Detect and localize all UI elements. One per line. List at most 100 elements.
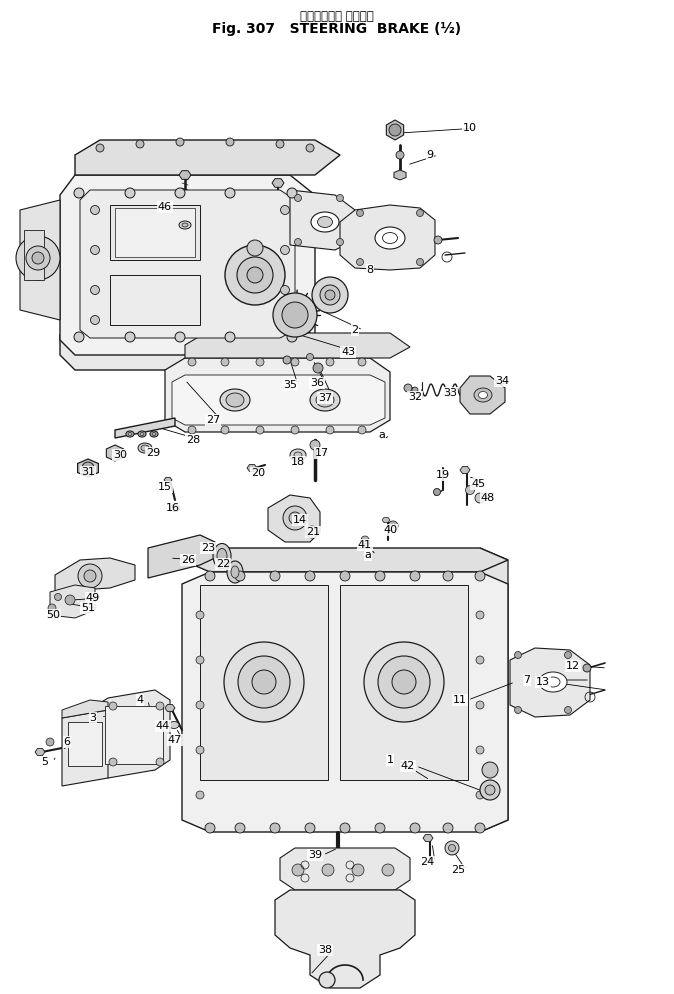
- Circle shape: [310, 440, 320, 450]
- Text: 47: 47: [168, 735, 182, 745]
- Polygon shape: [80, 190, 295, 338]
- Circle shape: [357, 210, 363, 217]
- Polygon shape: [78, 459, 98, 477]
- Circle shape: [196, 791, 204, 799]
- Ellipse shape: [310, 389, 340, 411]
- Text: 32: 32: [408, 392, 422, 402]
- Circle shape: [225, 188, 235, 198]
- Text: 11: 11: [453, 695, 467, 705]
- Circle shape: [306, 144, 314, 152]
- Circle shape: [434, 236, 442, 244]
- Circle shape: [235, 571, 245, 581]
- Circle shape: [280, 206, 290, 215]
- Polygon shape: [50, 585, 95, 618]
- Ellipse shape: [539, 672, 567, 692]
- Circle shape: [225, 245, 285, 305]
- Text: 10: 10: [463, 123, 477, 133]
- Circle shape: [16, 236, 60, 280]
- Text: 2: 2: [351, 325, 359, 335]
- Polygon shape: [179, 171, 191, 179]
- Circle shape: [109, 758, 117, 766]
- Circle shape: [175, 332, 185, 342]
- Circle shape: [270, 571, 280, 581]
- Text: 1: 1: [386, 755, 394, 765]
- Circle shape: [84, 570, 96, 582]
- Polygon shape: [247, 464, 257, 471]
- Polygon shape: [480, 548, 508, 832]
- Text: 43: 43: [341, 347, 355, 357]
- Text: 41: 41: [358, 540, 372, 550]
- Circle shape: [196, 656, 204, 664]
- Ellipse shape: [226, 393, 244, 407]
- Circle shape: [291, 358, 299, 366]
- Circle shape: [256, 358, 264, 366]
- Circle shape: [482, 762, 498, 778]
- Text: 20: 20: [251, 468, 265, 478]
- Circle shape: [225, 332, 235, 342]
- Ellipse shape: [311, 212, 339, 232]
- Circle shape: [109, 702, 117, 710]
- Polygon shape: [275, 890, 415, 988]
- Circle shape: [514, 651, 522, 658]
- Text: 49: 49: [86, 593, 100, 603]
- Circle shape: [283, 506, 307, 530]
- Text: 23: 23: [201, 543, 215, 553]
- Ellipse shape: [138, 443, 152, 453]
- Circle shape: [417, 258, 423, 265]
- Ellipse shape: [182, 223, 188, 227]
- Circle shape: [276, 140, 284, 148]
- Polygon shape: [165, 358, 390, 432]
- Polygon shape: [106, 445, 123, 461]
- Circle shape: [205, 823, 215, 833]
- Text: 7: 7: [524, 675, 530, 685]
- Text: 18: 18: [291, 457, 305, 467]
- Polygon shape: [268, 495, 320, 542]
- Circle shape: [280, 285, 290, 294]
- Text: ステアリング ブレーキ: ステアリング ブレーキ: [300, 10, 374, 23]
- Polygon shape: [62, 710, 108, 786]
- Circle shape: [583, 664, 591, 672]
- Circle shape: [175, 188, 185, 198]
- Ellipse shape: [479, 392, 487, 399]
- Bar: [24, 230, 44, 280]
- Circle shape: [305, 823, 315, 833]
- Polygon shape: [55, 558, 135, 595]
- Circle shape: [46, 738, 54, 746]
- Circle shape: [326, 358, 334, 366]
- Text: 45: 45: [471, 479, 485, 489]
- Polygon shape: [340, 205, 435, 270]
- Text: 28: 28: [186, 435, 200, 445]
- Text: 42: 42: [401, 761, 415, 771]
- Polygon shape: [60, 320, 315, 370]
- Text: 27: 27: [206, 415, 220, 425]
- Circle shape: [396, 151, 404, 159]
- Text: 31: 31: [81, 467, 95, 477]
- Circle shape: [292, 864, 304, 876]
- Circle shape: [283, 356, 291, 364]
- Ellipse shape: [317, 217, 332, 228]
- Text: 34: 34: [495, 376, 509, 386]
- Circle shape: [364, 642, 444, 722]
- Circle shape: [252, 670, 276, 694]
- Circle shape: [65, 595, 75, 605]
- Ellipse shape: [152, 432, 156, 435]
- Text: 9: 9: [427, 150, 433, 160]
- Circle shape: [352, 864, 364, 876]
- Ellipse shape: [294, 452, 302, 458]
- Text: 39: 39: [308, 850, 322, 860]
- Circle shape: [475, 571, 485, 581]
- Circle shape: [136, 140, 144, 148]
- Text: 16: 16: [166, 503, 180, 513]
- Circle shape: [326, 426, 334, 434]
- Circle shape: [90, 315, 100, 324]
- Text: 21: 21: [306, 527, 320, 537]
- Circle shape: [392, 670, 416, 694]
- Bar: [105, 706, 163, 764]
- Text: 22: 22: [216, 559, 230, 569]
- Text: 19: 19: [436, 470, 450, 480]
- Polygon shape: [60, 175, 315, 355]
- Circle shape: [319, 972, 335, 988]
- Text: 14: 14: [293, 515, 307, 525]
- Circle shape: [476, 791, 484, 799]
- Circle shape: [188, 426, 196, 434]
